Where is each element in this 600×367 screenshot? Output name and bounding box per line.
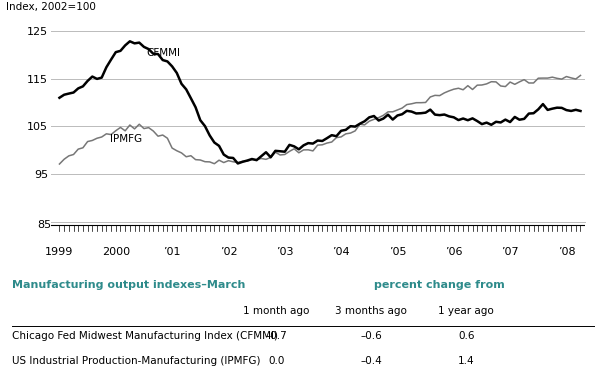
Text: ’07: ’07 — [501, 247, 519, 257]
Text: percent change from: percent change from — [374, 280, 505, 290]
Text: –0.4: –0.4 — [361, 356, 382, 366]
Text: ’06: ’06 — [445, 247, 463, 257]
Text: IPMFG: IPMFG — [110, 134, 142, 144]
Text: Manufacturing output indexes–March: Manufacturing output indexes–March — [12, 280, 245, 290]
Text: –0.6: –0.6 — [361, 331, 382, 341]
Text: ’01: ’01 — [163, 247, 181, 257]
Text: CFMMI: CFMMI — [147, 48, 181, 58]
Text: 1999: 1999 — [45, 247, 74, 257]
Text: 1 year ago: 1 year ago — [439, 306, 494, 316]
Text: ’08: ’08 — [557, 247, 575, 257]
Text: 85: 85 — [37, 220, 51, 230]
Text: US Industrial Production-Manufacturing (IPMFG): US Industrial Production-Manufacturing (… — [12, 356, 260, 366]
Text: 1 month ago: 1 month ago — [243, 306, 310, 316]
Text: 0.6: 0.6 — [458, 331, 475, 341]
Text: Index, 2002=100: Index, 2002=100 — [5, 3, 95, 12]
Text: 3 months ago: 3 months ago — [335, 306, 407, 316]
Text: 2000: 2000 — [102, 247, 130, 257]
Text: –0.7: –0.7 — [265, 331, 287, 341]
Text: Chicago Fed Midwest Manufacturing Index (CFMMI): Chicago Fed Midwest Manufacturing Index … — [12, 331, 278, 341]
Text: 1.4: 1.4 — [458, 356, 475, 366]
Text: ’03: ’03 — [276, 247, 293, 257]
Text: ’04: ’04 — [332, 247, 350, 257]
Text: ’02: ’02 — [220, 247, 237, 257]
Text: 0.0: 0.0 — [268, 356, 284, 366]
Text: ’05: ’05 — [389, 247, 406, 257]
